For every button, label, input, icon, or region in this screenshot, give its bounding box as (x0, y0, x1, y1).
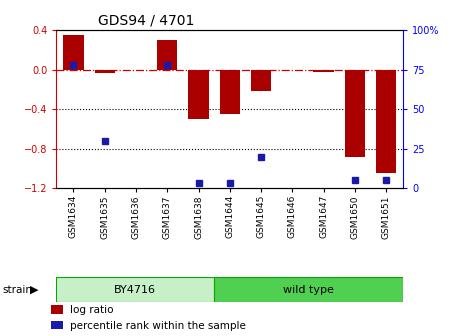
Bar (63, 35, 83, 70)
Text: percentile rank within the sample: percentile rank within the sample (69, 321, 245, 331)
Bar (214, 277, 403, 302)
Bar (189, 70, 209, 119)
Bar (313, 70, 334, 72)
Bar (251, 70, 271, 91)
Bar (56, 277, 214, 302)
Bar (376, 70, 396, 173)
Text: strain: strain (2, 285, 32, 295)
Text: BY4716: BY4716 (114, 285, 156, 295)
Bar (219, 70, 240, 114)
Bar (157, 40, 177, 70)
Text: log ratio: log ratio (69, 305, 113, 315)
Bar (51, 305, 63, 313)
Bar (345, 70, 365, 157)
Bar (95, 70, 115, 73)
Text: ▶: ▶ (30, 285, 38, 295)
Bar (51, 321, 63, 329)
Text: wild type: wild type (283, 285, 334, 295)
Text: GDS94 / 4701: GDS94 / 4701 (98, 14, 194, 28)
